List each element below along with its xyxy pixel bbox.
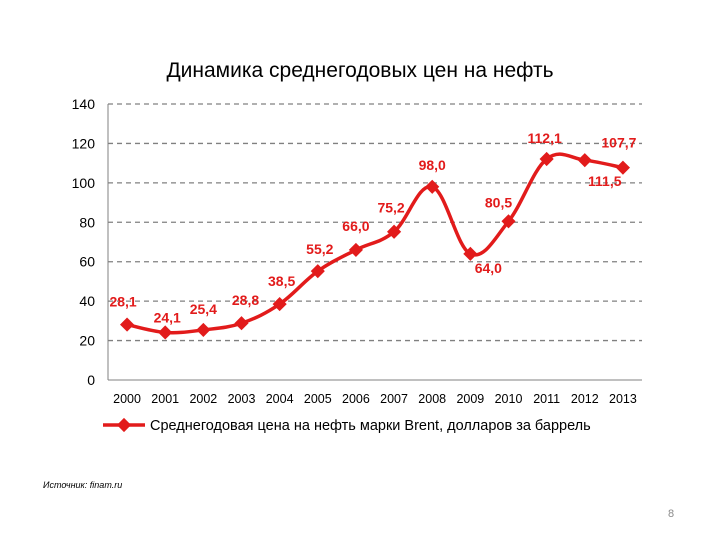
chart-title: Динамика среднегодовых цен на нефть [166, 59, 553, 82]
x-tick-label: 2011 [533, 392, 560, 406]
plot-area: 28,1 24,1 25,4 28,8 38,5 55,2 66,0 75,2 98,0 64,0… [109, 130, 637, 340]
source-note: Источник: finam.ru [43, 480, 123, 490]
y-tick-label: 120 [72, 135, 96, 151]
grid-lines [108, 103, 642, 342]
data-point [501, 214, 516, 229]
x-tick-label: 2003 [228, 392, 256, 406]
data-point [272, 297, 287, 312]
y-tick-label: 60 [79, 254, 95, 270]
page-number: 8 [668, 508, 675, 520]
data-point [539, 151, 554, 167]
data-point [387, 224, 402, 239]
data-label: 24,1 [154, 309, 181, 325]
data-label: 38,5 [268, 273, 295, 289]
x-tick-label: 2000 [113, 392, 141, 406]
legend-label: Среднегодовая цена на нефть марки Brent,… [150, 418, 591, 434]
data-point [158, 325, 173, 340]
legend: Среднегодовая цена на нефть марки Brent,… [103, 417, 591, 434]
y-tick-label: 0 [87, 372, 95, 388]
data-label: 66,0 [342, 218, 369, 234]
data-point [234, 316, 249, 331]
series-line [126, 152, 624, 335]
y-tick-label: 80 [79, 214, 95, 230]
y-axis: 0 20 40 60 80 100 120 140 [72, 96, 109, 388]
x-tick-label: 2006 [342, 392, 370, 406]
data-label: 98,0 [419, 157, 446, 173]
data-label: 107,7 [601, 135, 636, 151]
data-point [196, 322, 211, 337]
data-label: 111,5 [588, 173, 622, 189]
legend-marker [116, 417, 132, 433]
x-tick-label: 2007 [380, 392, 408, 406]
x-tick-label: 2010 [495, 392, 523, 406]
data-label: 64,0 [475, 260, 502, 276]
x-tick-label: 2012 [571, 392, 599, 406]
data-label: 25,4 [190, 301, 217, 317]
y-tick-label: 100 [72, 175, 96, 191]
x-tick-label: 2008 [418, 392, 446, 406]
data-point [577, 153, 592, 168]
data-point [120, 317, 135, 332]
data-point [310, 264, 325, 279]
x-tick-label: 2002 [189, 392, 217, 406]
y-tick-label: 140 [72, 96, 96, 112]
data-point [348, 242, 363, 257]
data-point [425, 179, 440, 194]
y-tick-label: 40 [79, 293, 95, 309]
data-point [463, 246, 478, 261]
data-label: 28,1 [109, 294, 136, 310]
data-point [615, 160, 630, 175]
x-tick-label: 2009 [456, 392, 484, 406]
x-axis: 2000 2001 2002 2003 2004 2005 2006 2007 2008 2009… [108, 379, 642, 406]
y-tick-label: 20 [79, 333, 95, 349]
x-tick-label: 2004 [266, 392, 294, 406]
x-tick-label: 2005 [304, 392, 332, 406]
data-label: 55,2 [306, 241, 333, 257]
data-label: 75,2 [377, 200, 404, 216]
x-tick-label: 2013 [609, 392, 637, 406]
data-label: 28,8 [232, 292, 259, 308]
data-label: 112,1 [528, 130, 562, 146]
x-tick-label: 2001 [151, 392, 179, 406]
data-label: 80,5 [485, 194, 512, 210]
